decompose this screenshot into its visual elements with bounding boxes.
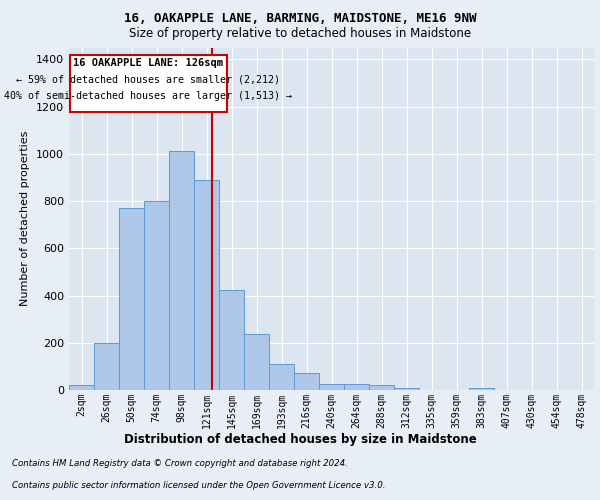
Bar xyxy=(369,386,394,390)
Bar xyxy=(119,208,144,390)
Text: 40% of semi-detached houses are larger (1,513) →: 40% of semi-detached houses are larger (… xyxy=(4,91,292,101)
Bar xyxy=(194,180,219,390)
Bar xyxy=(244,334,269,390)
Text: 16 OAKAPPLE LANE: 126sqm: 16 OAKAPPLE LANE: 126sqm xyxy=(73,58,223,68)
Text: ← 59% of detached houses are smaller (2,212): ← 59% of detached houses are smaller (2,… xyxy=(16,74,280,85)
Text: Contains public sector information licensed under the Open Government Licence v3: Contains public sector information licen… xyxy=(12,481,386,490)
Bar xyxy=(94,343,119,390)
Bar xyxy=(394,388,419,390)
Text: 16, OAKAPPLE LANE, BARMING, MAIDSTONE, ME16 9NW: 16, OAKAPPLE LANE, BARMING, MAIDSTONE, M… xyxy=(124,12,476,26)
Bar xyxy=(144,201,169,390)
Bar xyxy=(169,152,194,390)
Bar xyxy=(344,384,369,390)
Bar xyxy=(219,290,244,390)
Bar xyxy=(469,388,494,390)
Text: Size of property relative to detached houses in Maidstone: Size of property relative to detached ho… xyxy=(129,28,471,40)
Text: Contains HM Land Registry data © Crown copyright and database right 2024.: Contains HM Land Registry data © Crown c… xyxy=(12,458,348,468)
Bar xyxy=(269,364,294,390)
Y-axis label: Number of detached properties: Number of detached properties xyxy=(20,131,31,306)
Bar xyxy=(319,384,344,390)
Bar xyxy=(69,386,94,390)
Bar xyxy=(294,374,319,390)
Text: Distribution of detached houses by size in Maidstone: Distribution of detached houses by size … xyxy=(124,432,476,446)
FancyBboxPatch shape xyxy=(70,54,227,112)
